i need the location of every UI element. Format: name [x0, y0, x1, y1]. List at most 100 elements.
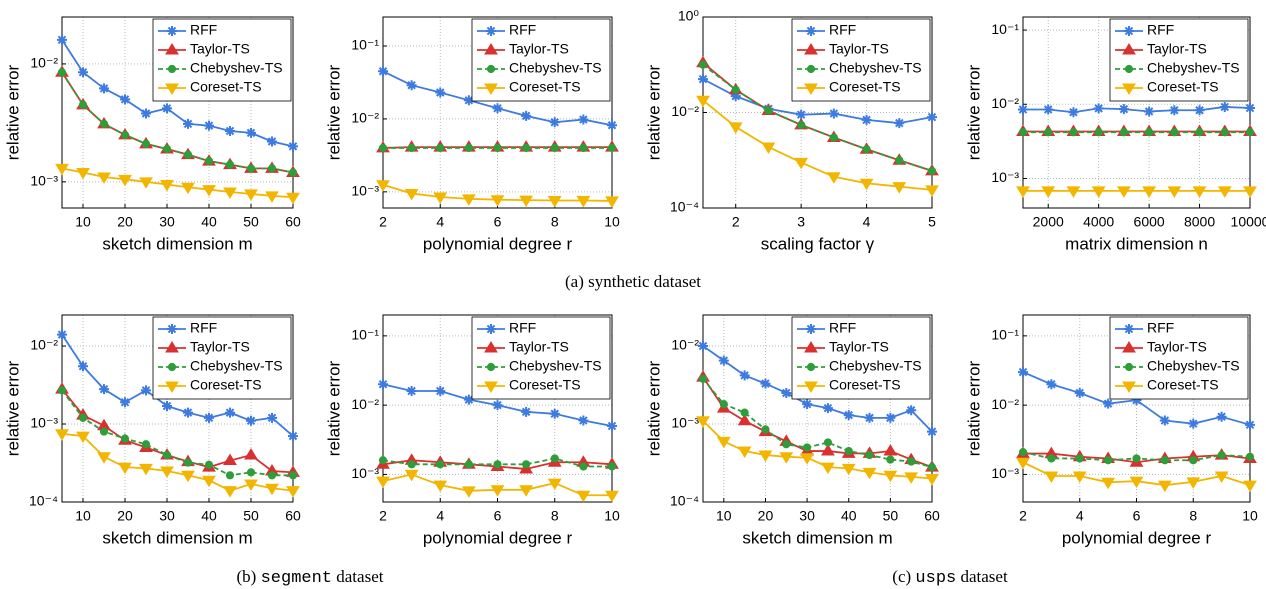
- marker: [1018, 128, 1028, 137]
- marker: [464, 460, 473, 469]
- y-tick-label: 10⁻²: [671, 337, 699, 353]
- marker: [183, 118, 193, 129]
- marker: [57, 386, 67, 395]
- marker: [859, 178, 874, 191]
- marker: [244, 448, 258, 460]
- x-tick-label: 4: [1076, 508, 1084, 524]
- marker: [1216, 411, 1227, 422]
- caption-tag: (c): [892, 567, 911, 586]
- marker: [730, 91, 741, 102]
- x-tick-label: 2: [1019, 508, 1027, 524]
- marker: [1245, 103, 1255, 114]
- x-tick-label: 6: [494, 214, 502, 230]
- y-axis-label: relative error: [964, 360, 983, 456]
- marker: [1167, 186, 1182, 198]
- marker: [1243, 186, 1257, 198]
- marker: [141, 108, 151, 119]
- x-tick-label: 2: [732, 214, 740, 230]
- x-tick-label: 10: [604, 508, 620, 524]
- marker: [1122, 341, 1136, 353]
- marker: [223, 453, 237, 466]
- marker: [519, 485, 534, 497]
- x-tick-label: 8: [551, 508, 559, 524]
- marker: [1219, 101, 1230, 112]
- x-tick-label: 40: [201, 214, 217, 230]
- y-tick-label: 10⁻²: [351, 396, 379, 412]
- x-axis-label: polynomial degree r: [423, 528, 573, 547]
- marker: [761, 142, 776, 154]
- y-tick-label: 10⁻⁴: [29, 493, 58, 509]
- caption-dataset: segment: [261, 569, 332, 588]
- x-tick-label: 60: [285, 214, 301, 230]
- marker: [1195, 128, 1204, 137]
- x-tick-label: 10: [75, 508, 91, 524]
- marker: [578, 415, 589, 426]
- legend-label: Taylor-TS: [190, 339, 250, 355]
- marker: [864, 412, 875, 423]
- y-axis-label: relative error: [3, 64, 22, 160]
- marker: [605, 490, 619, 503]
- x-tick-label: 30: [159, 214, 175, 230]
- legend-label: Taylor-TS: [829, 41, 889, 57]
- marker: [794, 157, 809, 170]
- marker: [183, 458, 193, 467]
- y-tick-label: 10⁻²: [671, 103, 699, 119]
- marker: [1124, 324, 1134, 334]
- marker: [99, 427, 109, 436]
- marker: [223, 187, 237, 199]
- legend-label: Chebyshev-TS: [190, 60, 283, 76]
- marker: [407, 143, 416, 153]
- marker: [883, 444, 898, 456]
- marker: [286, 486, 300, 498]
- y-tick-label: 10⁻⁴: [670, 199, 699, 215]
- marker: [1144, 106, 1155, 117]
- x-axis-label: sketch dimension m: [102, 528, 252, 547]
- x-tick-label: 6: [494, 508, 502, 524]
- marker: [267, 136, 277, 147]
- marker: [547, 196, 562, 208]
- x-axis-label: scaling factor γ: [761, 234, 875, 253]
- x-axis-label: matrix dimension n: [1065, 234, 1208, 253]
- marker: [1217, 451, 1226, 460]
- marker: [99, 384, 109, 395]
- x-tick-label: 4: [863, 214, 871, 230]
- marker: [225, 471, 235, 480]
- marker: [1044, 128, 1053, 137]
- marker: [57, 68, 67, 77]
- y-tick-label: 10⁻³: [991, 169, 1019, 185]
- x-axis-label: polynomial degree r: [1062, 528, 1212, 547]
- marker: [1194, 105, 1205, 116]
- marker: [1188, 418, 1199, 429]
- marker: [1041, 186, 1056, 198]
- marker: [895, 156, 904, 165]
- marker: [167, 362, 177, 372]
- marker: [165, 83, 179, 95]
- marker: [225, 160, 235, 169]
- marker: [76, 168, 90, 180]
- marker: [78, 100, 88, 109]
- x-tick-label: 40: [201, 508, 217, 524]
- marker: [892, 182, 907, 194]
- marker: [1122, 43, 1136, 55]
- legend-label: Taylor-TS: [829, 339, 889, 355]
- marker: [463, 95, 474, 106]
- marker: [404, 469, 419, 482]
- marker: [1074, 387, 1085, 398]
- legend-label: Chebyshev-TS: [1147, 60, 1240, 76]
- legend-label: Coreset-TS: [1147, 377, 1219, 393]
- marker: [782, 440, 791, 449]
- marker: [486, 64, 496, 74]
- caption-tag: (b): [237, 567, 257, 586]
- marker: [802, 399, 813, 410]
- marker: [139, 177, 153, 189]
- marker: [484, 381, 498, 393]
- marker: [829, 133, 838, 142]
- marker: [1243, 480, 1257, 493]
- marker: [927, 112, 937, 123]
- marker: [862, 467, 877, 480]
- marker: [492, 103, 503, 114]
- marker: [55, 429, 69, 441]
- y-tick-label: 10⁰: [678, 8, 700, 24]
- x-tick-label: 10: [604, 214, 620, 230]
